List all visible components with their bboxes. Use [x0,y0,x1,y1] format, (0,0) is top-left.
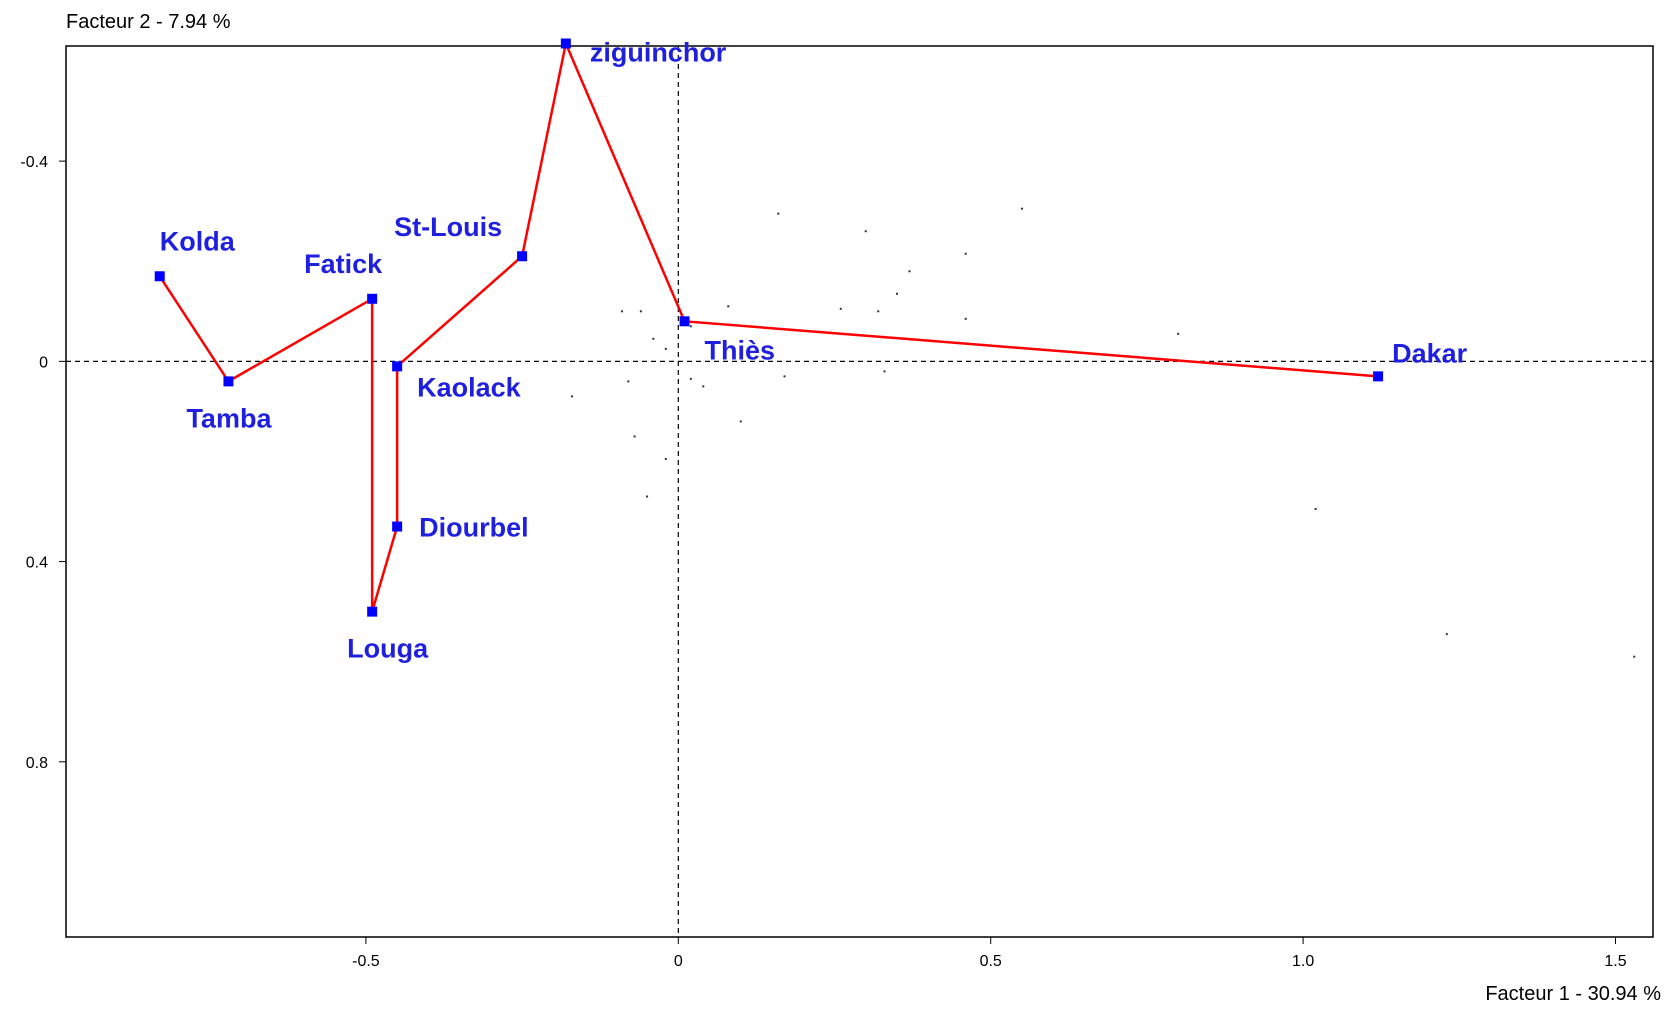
point-label: St-Louis [394,212,502,242]
y-tick-label: 0.8 [26,755,48,772]
point-marker [1373,371,1384,382]
y-tick-label: 0 [39,354,48,371]
scatter-dot [633,435,636,438]
dot-layer [571,207,1636,658]
scatter-dot [664,457,667,460]
scatter-dot [1177,332,1180,335]
point-label: Tamba [186,403,272,433]
scatter-dot [739,420,742,423]
scatter-dot [908,270,911,273]
point-label: Fatick [304,249,383,279]
point-label: Kolda [160,226,236,256]
point-marker [223,376,234,387]
scatter-dot [895,292,898,295]
scatter-dot [621,310,624,313]
point-label: Louga [347,634,429,664]
x-tick-label: 0.5 [980,953,1002,970]
scatter-dot [689,325,692,328]
scatter-dot [1020,207,1023,210]
scatter-dot [1314,508,1317,511]
x-tick-label: 0 [674,953,683,970]
scatter-dot [727,305,730,308]
point-label: Thiès [705,335,776,365]
point-marker [367,293,378,304]
x-tick-label: 1.5 [1604,953,1626,970]
x-tick-label: 1.0 [1292,953,1314,970]
point-marker [367,606,378,617]
x-tick-label: -0.5 [352,953,380,970]
scatter-dot [646,495,649,498]
scatter-dot [964,317,967,320]
point-marker [517,251,528,262]
scatter-dot [652,337,655,340]
point-marker [154,271,165,282]
scatter-dot [702,385,705,388]
point-label: ziguinchor [590,37,727,67]
scatter-dot [783,375,786,378]
tick-layer: -0.5 0 0.5 1.0 1.5 -0.4 0 0.4 0.8 [20,154,1626,970]
scatter-dot [689,377,692,380]
point-label: Kaolack [417,372,522,402]
scatter-dot [839,307,842,310]
scatter-dot [964,252,967,255]
point-marker [560,38,571,49]
y-tick-label: 0.4 [26,555,48,572]
scatter-dot [664,347,667,350]
point-marker [392,361,403,372]
point-marker [679,316,690,327]
marker-layer [154,38,1384,617]
path-layer [158,42,1379,613]
plot-frame [65,45,1654,938]
y-tick-label: -0.4 [20,154,48,171]
scatter-dot [777,212,780,215]
scatter-dot [1633,655,1636,658]
scatter-dot [571,395,574,398]
scatter-dot [627,380,630,383]
scatter-dot [864,230,867,233]
scatter-dot [639,310,642,313]
label-layer: Kolda Tamba Fatick Louga Diourbel Kaolack St-L… [160,37,1468,663]
y-axis-title: Facteur 2 - 7.94 % [66,11,231,33]
point-label: Diourbel [419,513,529,543]
scatter-dot [1445,633,1448,636]
scatter-dot [877,310,880,313]
point-label: Dakar [1392,338,1468,368]
path-line [158,42,1379,613]
x-axis-title: Facteur 1 - 30.94 % [1485,983,1661,1005]
point-marker [392,521,403,532]
scatter-dot [883,370,886,373]
plot-layer [65,45,1654,938]
